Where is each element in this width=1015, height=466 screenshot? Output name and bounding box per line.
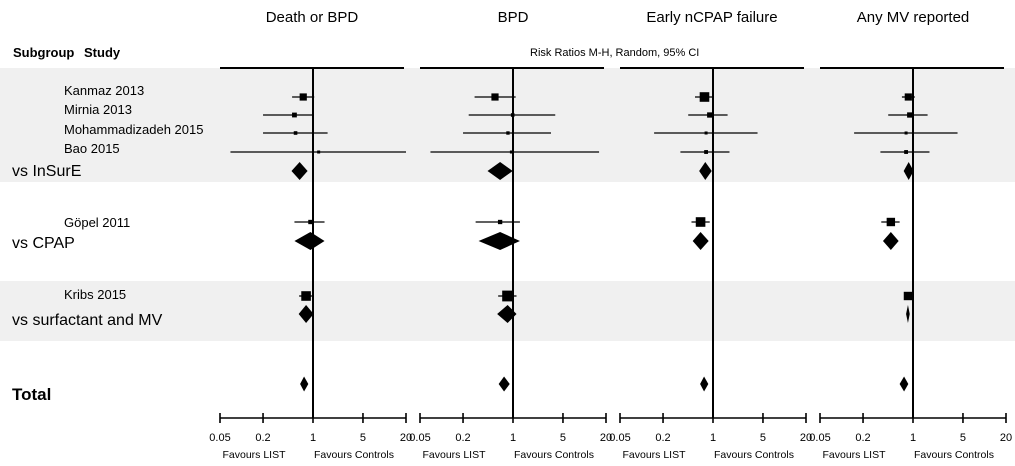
row-label-9: Total <box>12 385 51 404</box>
panel-0-tick-label-3: 5 <box>360 432 366 444</box>
panel-3-favours-right: Favours Controls <box>914 449 994 461</box>
panel-1-tick-label-2: 1 <box>510 432 516 444</box>
panel-0-tick-label-4: 20 <box>400 432 412 444</box>
row-label-5: Göpel 2011 <box>64 215 130 230</box>
panel-2-row-6-diamond <box>692 232 709 250</box>
panel-1-row-4-diamond <box>487 162 513 180</box>
panel-3-tick-label-2: 1 <box>910 432 916 444</box>
panel-0: 0.05 0.2 1 5 20 Favours LIST Favours Controls <box>209 67 412 461</box>
method-label: Risk Ratios M-H, Random, 95% CI <box>530 47 699 59</box>
panel-title-3: Any MV reported <box>857 9 970 26</box>
panel-0-row-6-diamond <box>294 232 325 250</box>
panel-3-row-3-point <box>904 150 908 154</box>
panel-2-tick-label-4: 20 <box>800 432 812 444</box>
panel-3-row-9-diamond <box>899 376 909 392</box>
panel-1-tick-label-1: 0.2 <box>455 432 470 444</box>
panel-0-row-8-diamond <box>298 305 314 323</box>
row-label-8: vs surfactant and MV <box>12 312 163 329</box>
panel-1-tick-label-3: 5 <box>560 432 566 444</box>
panel-2-tick-label-2: 1 <box>710 432 716 444</box>
panel-1-tick-label-4: 20 <box>600 432 612 444</box>
row-label-6: vs CPAP <box>12 235 75 252</box>
panel-title-0: Death or BPD <box>266 9 359 26</box>
panel-1-row-7-point <box>502 290 513 302</box>
panel-title-2: Early nCPAP failure <box>646 9 777 26</box>
panel-1-row-6-diamond <box>478 232 520 250</box>
panel-3-row-1-point <box>907 112 913 118</box>
row-labels: Kanmaz 2013 Mirnia 2013 Mohammadizadeh 2… <box>12 83 203 404</box>
panel-0-tick-label-1: 0.2 <box>255 432 270 444</box>
band-insure <box>0 68 1015 182</box>
panel-1: 0.05 0.2 1 5 20 Favours LIST Favours Controls <box>409 67 612 461</box>
panel-0-row-4-diamond <box>291 162 308 180</box>
panel-3-tick-label-4: 20 <box>1000 432 1012 444</box>
panel-3-tick-label-3: 5 <box>960 432 966 444</box>
panel-2-row-5-point <box>695 217 706 227</box>
panel-2-favours-left: Favours LIST <box>622 449 686 461</box>
panel-2-row-0-point <box>699 92 710 102</box>
panel-0-row-1-point <box>292 112 297 118</box>
row-label-1: Mirnia 2013 <box>64 102 132 117</box>
panel-3-row-5-point <box>886 217 896 227</box>
panel-1-row-0-point <box>491 93 499 101</box>
panel-2-row-4-diamond <box>699 162 712 180</box>
row-label-0: Kanmaz 2013 <box>64 83 144 98</box>
panel-3-row-0-point <box>904 93 912 101</box>
panel-3-tick-label-0: 0.05 <box>809 432 830 444</box>
row-label-7: Kribs 2015 <box>64 287 126 302</box>
panel-1-row-8-diamond <box>497 305 517 323</box>
panel-2-row-3-point <box>704 150 708 154</box>
panel-2-favours-right: Favours Controls <box>714 449 794 461</box>
panel-0-tick-label-2: 1 <box>310 432 316 444</box>
panel-3-row-6-diamond <box>882 232 899 250</box>
panel-3-favours-left: Favours LIST <box>822 449 886 461</box>
panel-1-tick-label-0: 0.05 <box>409 432 430 444</box>
row-label-3: Bao 2015 <box>64 141 120 156</box>
panel-3-row-2-point <box>904 131 908 135</box>
panel-1-row-9-diamond <box>498 376 510 392</box>
panel-2-row-9-diamond <box>700 376 709 392</box>
panel-1-row-2-point <box>506 131 510 135</box>
panel-0-row-0-point <box>299 93 307 101</box>
panel-0-row-2-point <box>293 131 298 135</box>
panel-0-row-9-diamond <box>300 376 309 392</box>
panel-1-favours-right: Favours Controls <box>514 449 594 461</box>
panel-2-tick-label-0: 0.05 <box>609 432 630 444</box>
panel-3-row-7-point <box>903 291 913 301</box>
panel-2-row-2-point <box>704 131 708 135</box>
panel-2-tick-label-3: 5 <box>760 432 766 444</box>
row-label-2: Mohammadizadeh 2015 <box>64 122 203 137</box>
panel-0-favours-right: Favours Controls <box>314 449 394 461</box>
panel-2-row-1-point <box>707 112 713 118</box>
row-label-4: vs InSurE <box>12 163 81 180</box>
panel-0-tick-label-0: 0.05 <box>209 432 230 444</box>
study-column-header: Study <box>84 45 121 60</box>
panel-2: 0.05 0.2 1 5 20 Favours LIST Favours Controls <box>609 67 812 461</box>
panel-0-row-5-point <box>308 219 313 225</box>
panel-1-row-3-point <box>509 150 513 154</box>
panel-1-row-1-point <box>510 113 515 117</box>
panel-3-row-4-diamond <box>903 162 914 180</box>
panel-3: 0.05 0.2 1 5 20 Favours LIST Favours Controls <box>809 67 1012 461</box>
panel-0-favours-left: Favours LIST <box>222 449 286 461</box>
panel-2-tick-label-1: 0.2 <box>655 432 670 444</box>
panel-title-1: BPD <box>498 9 529 26</box>
subgroup-column-header: Subgroup <box>13 45 74 60</box>
panel-3-tick-label-1: 0.2 <box>855 432 870 444</box>
panel-0-row-7-point <box>301 291 311 301</box>
panel-3-row-8-diamond <box>906 305 910 323</box>
panel-1-favours-left: Favours LIST <box>422 449 486 461</box>
panel-0-row-3-point <box>317 150 321 154</box>
panel-1-row-5-point <box>497 219 503 225</box>
